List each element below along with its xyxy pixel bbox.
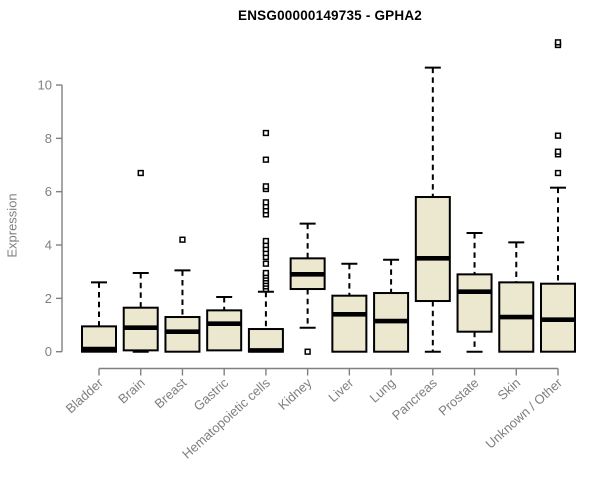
chart-title: ENSG00000149735 - GPHA2 [238, 8, 422, 23]
x-tick-label: Prostate [436, 375, 482, 419]
x-tick-label: Kidney [275, 375, 315, 413]
outlier-point [262, 237, 270, 245]
iqr-box [206, 309, 243, 352]
iqr-box [331, 294, 368, 353]
iqr-box [456, 273, 493, 333]
x-tick-label: Lung [367, 375, 399, 405]
outlier-point [262, 269, 270, 277]
box-group-liver: Liver [325, 262, 368, 405]
outlier-point [304, 348, 311, 355]
y-tick-label: 6 [45, 184, 52, 199]
outlier-point [554, 148, 562, 155]
x-tick-label: Unknown / Other [482, 375, 565, 452]
y-tick-label: 2 [45, 291, 52, 306]
outlier-point [554, 169, 562, 177]
box-group-lung: Lung [367, 258, 410, 406]
outlier-point [262, 183, 270, 190]
y-tick-label: 4 [45, 238, 52, 253]
x-tick-label: Skin [494, 375, 523, 403]
x-tick-label: Bladder [63, 375, 107, 417]
y-tick-label: 8 [45, 131, 52, 146]
x-tick-label: Breast [151, 375, 189, 412]
outlier-point [262, 156, 270, 163]
outlier-point [179, 236, 186, 243]
outlier-point [137, 169, 144, 177]
x-tick-label: Pancreas [389, 375, 440, 423]
box-group-gastric: Gastric [191, 296, 243, 414]
box-group-skin: Skin [494, 241, 535, 403]
iqr-box [164, 316, 201, 353]
outlier-point [262, 260, 270, 267]
x-tick-label: Liver [325, 375, 356, 405]
box-group-bladder: Bladder [63, 281, 117, 417]
box-group-brain: Brain [115, 169, 159, 407]
outlier-point [554, 132, 562, 139]
outlier-point [262, 129, 270, 137]
box-group-pancreas: Pancreas [389, 66, 451, 423]
iqr-box [414, 196, 451, 303]
outlier-point [554, 39, 562, 46]
box-group-kidney: Kidney [275, 222, 326, 413]
outlier-point [262, 199, 270, 206]
y-tick-label: 10 [38, 78, 52, 93]
x-tick-label: Brain [115, 375, 148, 406]
y-tick-label: 0 [45, 344, 52, 359]
